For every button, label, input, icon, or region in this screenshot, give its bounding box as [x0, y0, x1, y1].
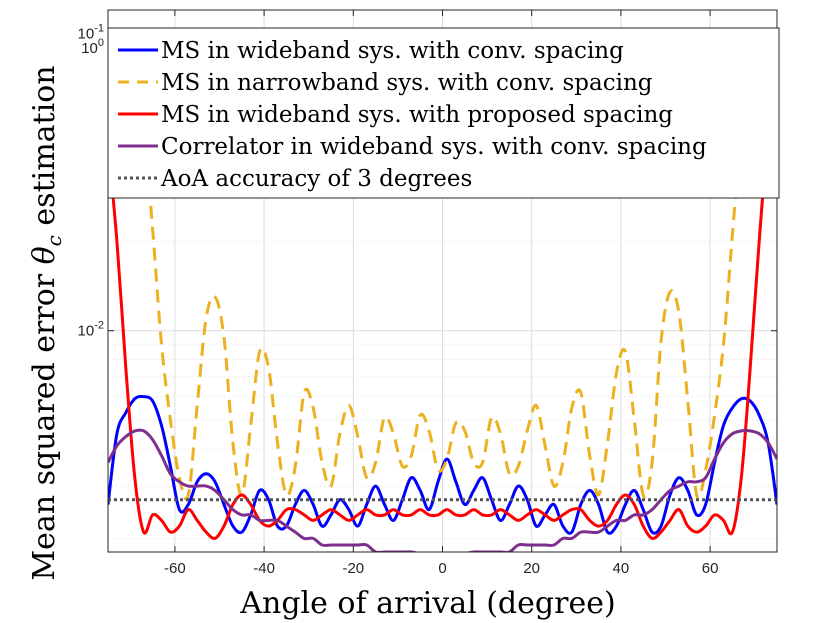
y-tick-label: 100	[81, 37, 104, 57]
x-axis-ticks: -60 -40 -20 0 20 40 60	[164, 10, 718, 577]
x-tick-label: -60	[164, 560, 186, 577]
legend-label: MS in narrowband sys. with conv. spacing	[161, 70, 653, 96]
series-lines	[108, 31, 777, 552]
x-tick-label: 40	[613, 560, 630, 577]
x-tick-label: 60	[702, 560, 719, 577]
y-axis-label: Mean squared error θc estimation	[27, 65, 66, 580]
x-tick-label: 20	[523, 560, 540, 577]
series-line-3	[108, 133, 777, 541]
legend-label: AoA accuracy of 3 degrees	[160, 166, 472, 192]
series-line-4	[108, 428, 777, 552]
y-tick-label: 10-1	[78, 23, 104, 43]
x-tick-label: -20	[342, 560, 364, 577]
legend-label: Correlator in wideband sys. with conv. s…	[161, 134, 707, 160]
x-tick-label: 0	[438, 560, 446, 577]
legend: MS in wideband sys. with conv. spacing MS…	[107, 27, 780, 199]
legend-label: MS in wideband sys. with conv. spacing	[161, 38, 624, 64]
legend-box	[107, 27, 780, 199]
y-tick-label: 10-2	[78, 320, 104, 340]
x-axis-label: Angle of arrival (degree)	[239, 586, 615, 621]
x-tick-label: -40	[253, 560, 275, 577]
legend-label: MS in wideband sys. with proposed spacin…	[161, 102, 673, 128]
series-line-2	[108, 31, 777, 501]
